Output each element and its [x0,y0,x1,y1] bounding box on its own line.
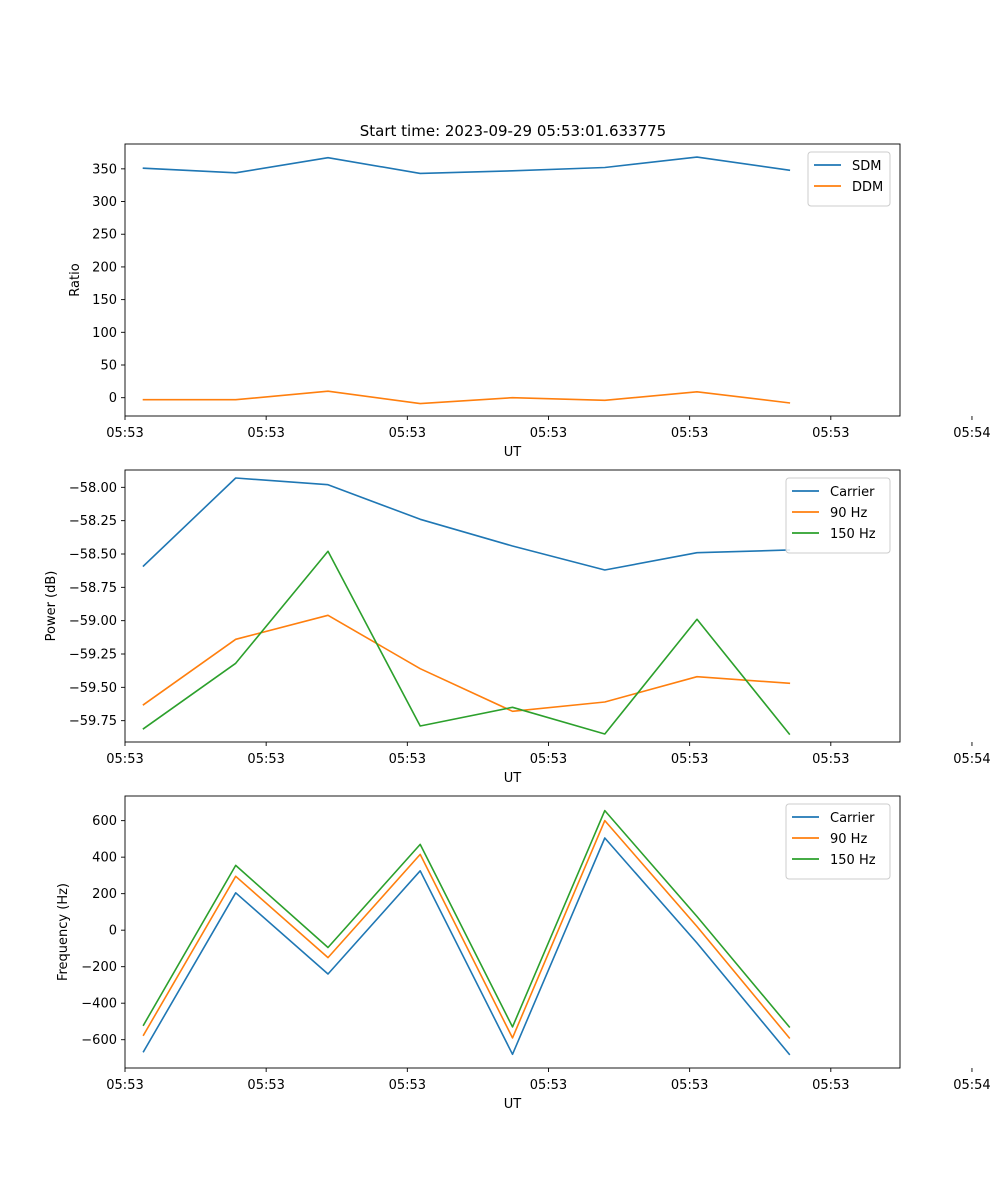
chart-panel-2: −58.00 −58.25 −58.50 −58.75 −59.00 −59.25 −59.… [44,469,991,786]
y-tick-label: −58.75 [69,581,117,596]
y-tick-label: 250 [92,228,117,243]
axes-frame [124,143,901,417]
x-tick-label: 05:53 [247,426,284,441]
x-tick-label: 05:53 [530,752,567,767]
legend-label: Carrier [830,485,875,500]
y-tick-label: 600 [92,814,117,829]
series-line-150-hz [142,550,791,736]
x-tick-label: 05:53 [671,752,708,767]
legend-label: 150 Hz [830,527,876,542]
y-tick-label: 200 [92,887,117,902]
y-tick-label: −600 [81,1033,117,1048]
x-tick-label: 05:53 [530,1078,567,1093]
axes-frame [124,469,901,743]
legend: SDM DDM [807,151,891,207]
y-tick-label: −59.75 [69,714,117,729]
x-tick-label: 05:54 [953,426,990,441]
x-tick-label: 05:53 [812,1078,849,1093]
y-tick-label: −59.00 [69,614,117,629]
x-tick-label: 05:53 [389,752,426,767]
series-line-ddm [142,390,791,405]
x-tick-label: 05:53 [671,426,708,441]
chart-panel-3: 600 400 200 0 −200 −400 −600 05:53 05:53 05:53 05:… [56,795,991,1112]
y-tick-label: −200 [81,960,117,975]
legend-label: 150 Hz [830,853,876,868]
y-tick-label: −58.50 [69,548,117,563]
y-tick-label: −59.25 [69,648,117,663]
series-line-carrier [142,477,791,571]
x-tick-label: 05:53 [389,426,426,441]
chart-panels: 0 50 100 150 200 250 300 350 05:53 05:53 05:53 05:5… [44,143,991,1112]
y-tick-label: −58.25 [69,514,117,529]
y-tick-label: 50 [100,359,117,374]
x-tick-label: 05:53 [247,752,284,767]
legend-label: Carrier [830,811,875,826]
series-line-150-hz [142,809,791,1029]
x-tick-label: 05:53 [812,426,849,441]
legend: Carrier 90 Hz 150 Hz [785,477,891,554]
y-tick-label: −58.00 [69,481,117,496]
x-axis-label: UT [504,445,522,460]
x-tick-label: 05:53 [106,752,143,767]
series-line-90-hz [142,614,791,713]
y-tick-label: 200 [92,260,117,275]
x-axis-label: UT [504,1097,522,1112]
y-tick-label: 0 [109,391,117,406]
y-tick-label: 0 [109,924,117,939]
legend-label: SDM [852,159,881,174]
y-tick-label: 100 [92,326,117,341]
y-tick-label: 400 [92,851,117,866]
x-tick-label: 05:53 [389,1078,426,1093]
y-axis-label: Frequency (Hz) [56,883,71,981]
x-tick-label: 05:53 [812,752,849,767]
legend-box [785,803,891,880]
legend-label: 90 Hz [830,506,867,521]
y-tick-label: −59.50 [69,681,117,696]
y-tick-label: 350 [92,162,117,177]
x-tick-label: 05:53 [671,1078,708,1093]
y-axis-label: Ratio [68,263,83,296]
x-tick-label: 05:54 [953,752,990,767]
x-axis-label: UT [504,771,522,786]
axes-frame [124,795,901,1069]
y-tick-label: −400 [81,997,117,1012]
legend-label: DDM [852,180,883,195]
figure-title: Start time: 2023-09-29 05:53:01.633775 [360,122,666,140]
y-axis-label: Power (dB) [44,571,59,642]
x-tick-label: 05:54 [953,1078,990,1093]
y-tick-label: 300 [92,195,117,210]
x-tick-label: 05:53 [247,1078,284,1093]
chart-panel-1: 0 50 100 150 200 250 300 350 05:53 05:53 05:53 05:5… [68,143,991,460]
legend-box [785,477,891,554]
x-tick-label: 05:53 [106,426,143,441]
legend-label: 90 Hz [830,832,867,847]
legend: Carrier 90 Hz 150 Hz [785,803,891,880]
series-line-carrier [142,837,791,1056]
x-tick-label: 05:53 [106,1078,143,1093]
y-tick-label: 150 [92,293,117,308]
x-tick-label: 05:53 [530,426,567,441]
series-line-90-hz [142,819,791,1040]
series-line-sdm [142,156,791,175]
